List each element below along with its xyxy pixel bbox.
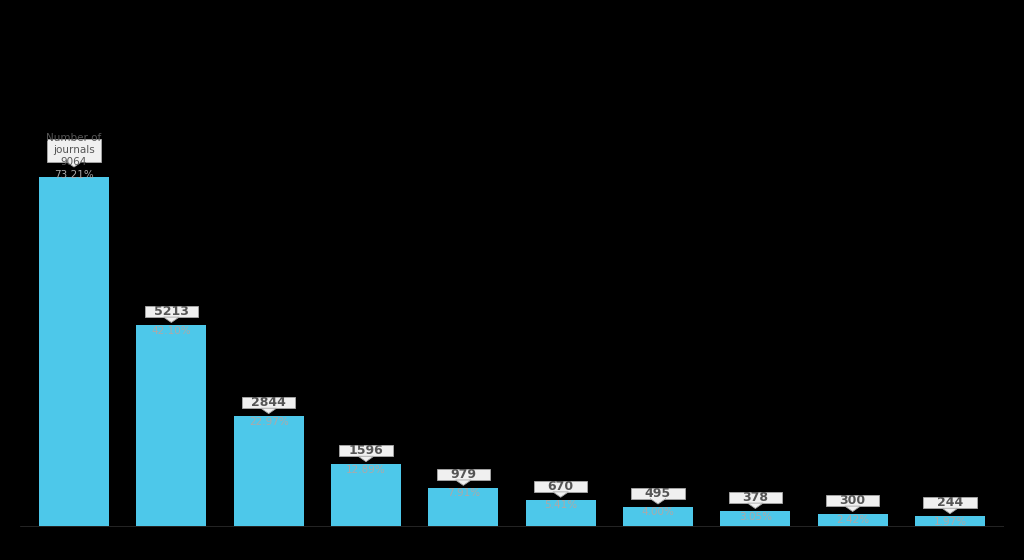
Bar bbox=[915, 516, 985, 526]
FancyBboxPatch shape bbox=[144, 306, 198, 317]
Text: 2844: 2844 bbox=[251, 396, 286, 409]
Text: Number of
journals
9064: Number of journals 9064 bbox=[46, 133, 101, 167]
Text: 73.21%: 73.21% bbox=[54, 170, 94, 180]
Polygon shape bbox=[748, 503, 763, 508]
Text: 22.97%: 22.97% bbox=[249, 417, 289, 427]
Text: 5.41%: 5.41% bbox=[544, 500, 578, 510]
FancyBboxPatch shape bbox=[534, 481, 588, 492]
Text: 378: 378 bbox=[742, 491, 768, 504]
FancyBboxPatch shape bbox=[924, 497, 977, 508]
Polygon shape bbox=[67, 162, 82, 167]
Text: 670: 670 bbox=[548, 480, 573, 493]
Text: 7.91%: 7.91% bbox=[446, 488, 480, 498]
Text: 12.89%: 12.89% bbox=[346, 465, 386, 475]
Bar bbox=[428, 488, 499, 526]
Polygon shape bbox=[650, 498, 666, 504]
Polygon shape bbox=[845, 506, 860, 511]
Bar bbox=[233, 416, 304, 526]
Text: 1.97%: 1.97% bbox=[934, 517, 967, 527]
FancyBboxPatch shape bbox=[631, 488, 685, 498]
Text: 979: 979 bbox=[451, 468, 476, 481]
Bar bbox=[720, 511, 791, 526]
Polygon shape bbox=[942, 508, 957, 514]
FancyBboxPatch shape bbox=[728, 492, 782, 503]
Text: 2.42%: 2.42% bbox=[836, 515, 869, 525]
Bar bbox=[136, 325, 207, 526]
FancyBboxPatch shape bbox=[47, 138, 100, 162]
Bar bbox=[623, 507, 693, 526]
Text: 5213: 5213 bbox=[154, 305, 188, 318]
Polygon shape bbox=[456, 480, 471, 486]
FancyBboxPatch shape bbox=[826, 496, 880, 506]
Polygon shape bbox=[358, 456, 374, 461]
Bar bbox=[331, 464, 401, 526]
Bar bbox=[39, 177, 109, 526]
Polygon shape bbox=[164, 317, 179, 323]
FancyBboxPatch shape bbox=[339, 445, 393, 456]
Text: 4.00%: 4.00% bbox=[642, 507, 675, 517]
FancyBboxPatch shape bbox=[242, 398, 296, 408]
Polygon shape bbox=[261, 408, 276, 414]
FancyBboxPatch shape bbox=[436, 469, 490, 480]
Polygon shape bbox=[553, 492, 568, 497]
Text: 244: 244 bbox=[937, 496, 964, 510]
Text: 300: 300 bbox=[840, 494, 865, 507]
Text: 42.10%: 42.10% bbox=[152, 325, 191, 335]
Text: 3.05%: 3.05% bbox=[739, 511, 772, 521]
Text: 1596: 1596 bbox=[348, 444, 383, 458]
Bar bbox=[817, 514, 888, 526]
Text: 495: 495 bbox=[645, 487, 671, 500]
Bar bbox=[525, 500, 596, 526]
